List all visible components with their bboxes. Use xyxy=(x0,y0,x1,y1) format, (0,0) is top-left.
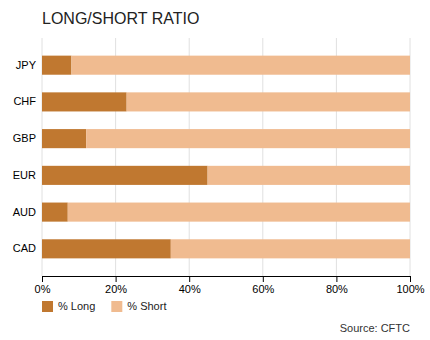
y-axis: CAD AUD EUR GBP CHF JPY xyxy=(13,59,37,255)
tick-mark xyxy=(42,276,43,282)
plot-area: 0% 20% 40% 60% 80% 100% CAD AUD EUR GBP CHF JPY xyxy=(13,38,425,295)
tick-label: EUR xyxy=(13,169,36,181)
tick: 40% xyxy=(179,276,201,295)
bar xyxy=(171,239,410,258)
tick-mark xyxy=(116,276,117,282)
bar xyxy=(86,129,410,148)
tick: EUR xyxy=(13,169,36,181)
legend-label: % Short xyxy=(127,300,166,312)
title: LONG/SHORT RATIO xyxy=(42,10,199,27)
legend: % Long % Short xyxy=(42,300,166,312)
bar xyxy=(42,92,127,111)
bar xyxy=(71,56,410,75)
bar xyxy=(208,166,410,185)
tick-label: 40% xyxy=(179,283,201,295)
tick-label: 80% xyxy=(326,283,348,295)
tick-label: 20% xyxy=(105,283,127,295)
legend-swatch xyxy=(111,301,122,312)
tick: GBP xyxy=(13,132,36,144)
bar xyxy=(42,203,68,222)
tick-label: 0% xyxy=(35,283,51,295)
tick-label: CHF xyxy=(13,95,36,107)
tick: AUD xyxy=(13,206,36,218)
tick: 60% xyxy=(252,276,274,295)
bars xyxy=(42,56,410,259)
tick: CAD xyxy=(13,242,36,254)
bar-series xyxy=(42,56,208,259)
legend-label: % Long xyxy=(58,300,95,312)
tick: 100% xyxy=(396,276,424,295)
legend-swatch xyxy=(42,301,53,312)
tick: 0% xyxy=(35,276,51,295)
tick: 80% xyxy=(326,276,348,295)
bar xyxy=(68,203,410,222)
tick-mark xyxy=(410,276,411,282)
x-axis: 0% 20% 40% 60% 80% 100% xyxy=(35,276,425,295)
tick: CHF xyxy=(13,95,36,107)
tick-label: 60% xyxy=(252,283,274,295)
bar-series xyxy=(68,56,410,259)
grid xyxy=(42,38,410,276)
tick-label: 100% xyxy=(396,283,424,295)
tick-mark xyxy=(336,276,337,282)
tick: JPY xyxy=(16,59,37,71)
tick-label: CAD xyxy=(13,242,36,254)
bar xyxy=(127,92,410,111)
legend-item: % Long xyxy=(42,300,95,312)
bar xyxy=(42,239,171,258)
tick: 20% xyxy=(105,276,127,295)
tick-label: AUD xyxy=(13,206,36,218)
bar xyxy=(42,129,86,148)
tick-mark xyxy=(189,276,190,282)
annotation: Source: CFTC xyxy=(340,322,410,334)
bar xyxy=(42,166,208,185)
legend-item: % Short xyxy=(111,300,166,312)
tick-label: JPY xyxy=(16,59,37,71)
axis-line xyxy=(43,277,411,283)
chart: 0% 20% 40% 60% 80% 100% CAD AUD EUR GBP CHF JPY LONG… xyxy=(0,0,430,340)
bar xyxy=(42,56,71,75)
tick-mark xyxy=(263,276,264,282)
tick-label: GBP xyxy=(13,132,36,144)
